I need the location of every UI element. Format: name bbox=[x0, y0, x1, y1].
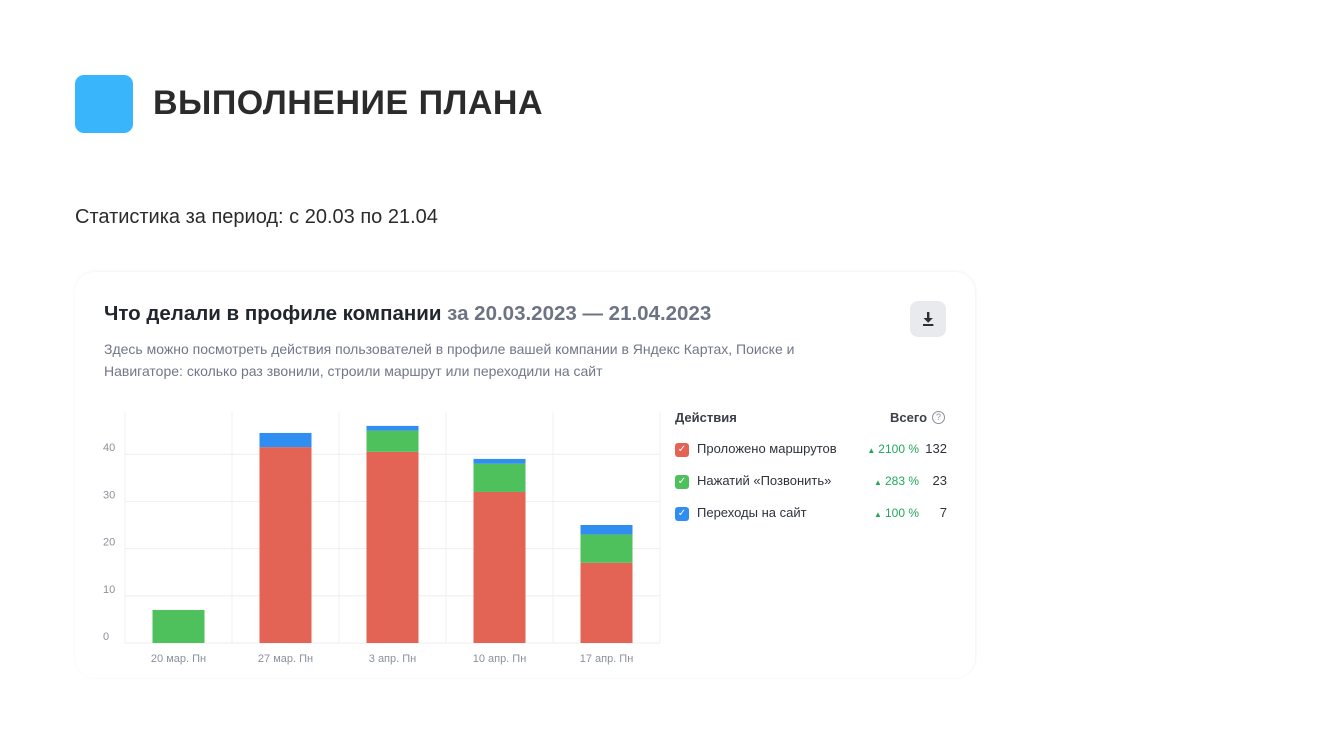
legend-item-total: 132 bbox=[925, 441, 947, 456]
help-icon[interactable]: ? bbox=[932, 411, 945, 424]
download-icon bbox=[923, 312, 934, 326]
x-tick-label: 3 апр. Пн bbox=[369, 653, 416, 665]
checkbox-icon[interactable]: ✓ bbox=[675, 475, 689, 489]
stats-card: Что делали в профиле компании за 20.03.2… bbox=[75, 272, 975, 678]
bar-segment bbox=[366, 425, 419, 431]
card-title-text: Что делали в профиле компании bbox=[104, 302, 442, 325]
card-description: Здесь можно посмотреть действия пользова… bbox=[104, 341, 795, 379]
period-label: Статистика за период: с 20.03 по 21.04 bbox=[75, 206, 438, 228]
legend-item-label: Проложено маршрутов bbox=[697, 441, 837, 456]
checkbox-icon[interactable]: ✓ bbox=[675, 443, 689, 457]
legend-item-delta-value: 2100 % bbox=[878, 442, 919, 456]
y-tick-label: 20 bbox=[103, 537, 115, 549]
y-tick-label: 10 bbox=[103, 584, 115, 596]
legend-item-delta-value: 283 % bbox=[884, 474, 919, 488]
legend-item-delta: ▲ 100 % bbox=[874, 506, 919, 520]
legend-item-total: 7 bbox=[939, 505, 947, 520]
legend-header-actions: Действия bbox=[675, 410, 737, 425]
bar-segment bbox=[259, 432, 312, 448]
bar-segment bbox=[473, 491, 526, 643]
bar-chart: 0 10 20 30 40 20 мар. Пн 27 мар. Пн 3 апр. Пн 10… bbox=[103, 412, 661, 665]
bar-segment bbox=[366, 451, 419, 643]
card-title: Что делали в профиле компании за 20.03.2… bbox=[104, 302, 711, 326]
title-badge bbox=[75, 75, 133, 133]
y-tick-label: 0 bbox=[103, 631, 109, 643]
legend-item-site[interactable]: ✓ Переходы на сайт ▲ 100 % 7 bbox=[675, 505, 947, 525]
x-tick-label: 17 апр. Пн bbox=[580, 653, 634, 665]
y-tick-label: 40 bbox=[103, 442, 115, 454]
legend-header-total: Всего bbox=[890, 410, 928, 425]
download-button[interactable] bbox=[910, 301, 946, 337]
page-title: ВЫПОЛНЕНИЕ ПЛАНА bbox=[153, 84, 544, 122]
legend-item-routes[interactable]: ✓ Проложено маршрутов ▲ 2100 % 132 bbox=[675, 441, 947, 461]
legend-item-delta-value: 100 % bbox=[884, 506, 919, 520]
legend-item-calls[interactable]: ✓ Нажатий «Позвонить» ▲ 283 % 23 bbox=[675, 473, 947, 493]
bar-segment bbox=[366, 430, 419, 452]
bar-segment bbox=[580, 562, 633, 643]
legend-item-total: 23 bbox=[932, 473, 947, 488]
bar-segment bbox=[580, 525, 633, 535]
bar-segment bbox=[580, 534, 633, 563]
x-tick-label: 10 апр. Пн bbox=[473, 653, 527, 665]
legend-item-delta: ▲ 283 % bbox=[874, 474, 919, 488]
card-date-range: за 20.03.2023 — 21.04.2023 bbox=[447, 302, 712, 325]
bar-segment bbox=[259, 447, 312, 643]
bar-segment bbox=[473, 463, 526, 492]
checkbox-icon[interactable]: ✓ bbox=[675, 507, 689, 521]
trend-up-icon: ▲ bbox=[874, 510, 882, 519]
bar-segment bbox=[152, 609, 205, 643]
legend-item-delta: ▲ 2100 % bbox=[867, 442, 919, 456]
x-tick-label: 20 мар. Пн bbox=[151, 653, 206, 665]
x-tick-label: 27 мар. Пн bbox=[258, 653, 313, 665]
legend-item-label: Нажатий «Позвонить» bbox=[697, 473, 832, 488]
trend-up-icon: ▲ bbox=[867, 446, 876, 455]
y-tick-label: 30 bbox=[103, 489, 115, 501]
trend-up-icon: ▲ bbox=[874, 478, 882, 487]
legend-item-label: Переходы на сайт bbox=[697, 505, 807, 520]
bar-segment bbox=[473, 458, 526, 464]
